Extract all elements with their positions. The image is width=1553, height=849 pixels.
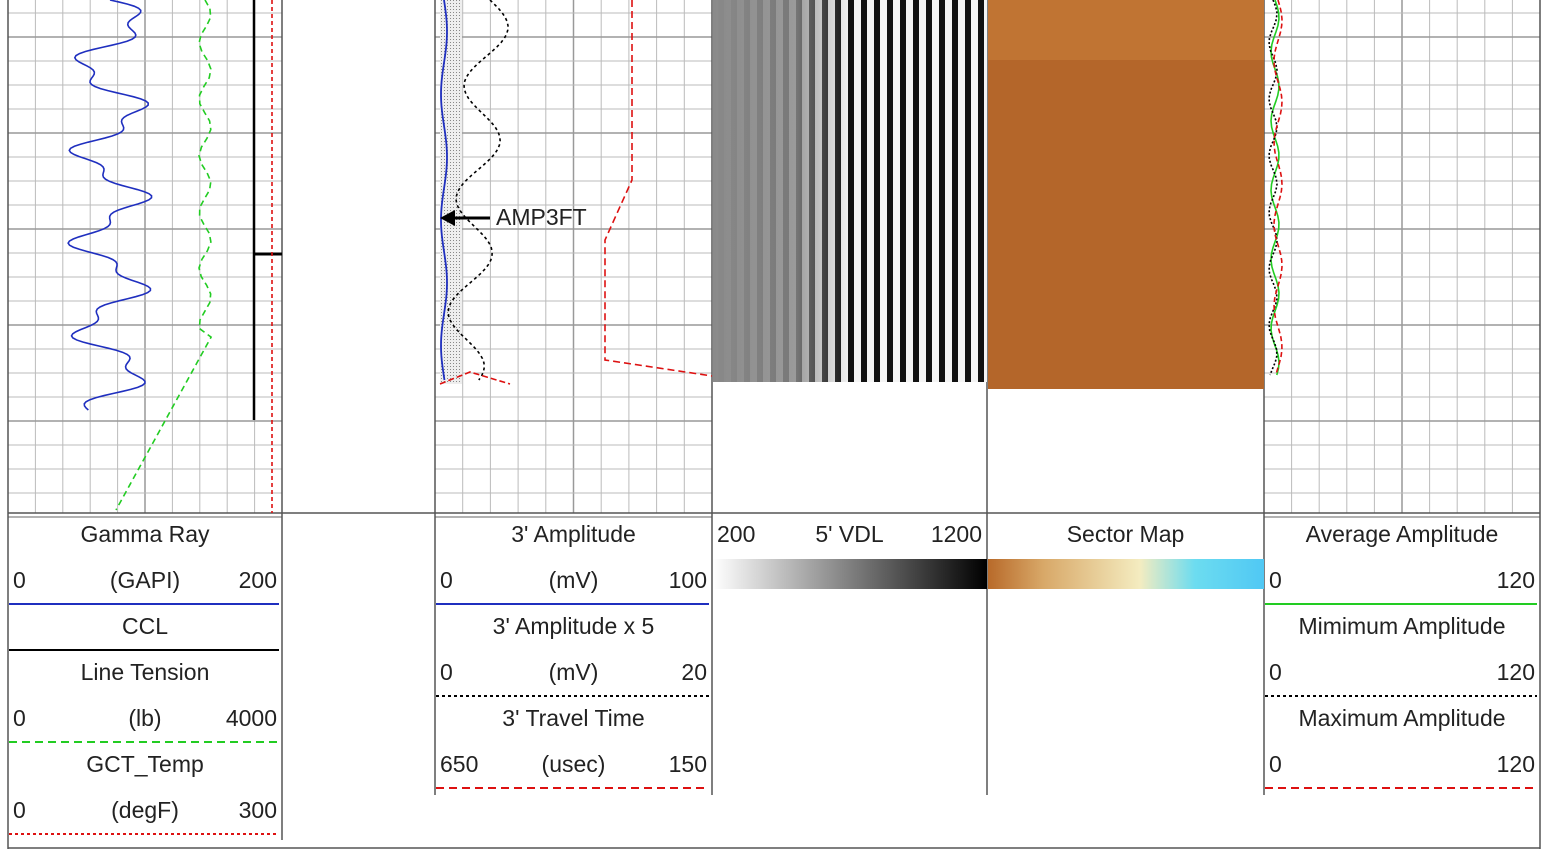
scale-left: 650 xyxy=(440,751,478,777)
scale-unit: (degF) xyxy=(111,797,179,823)
curve-name: GCT_Temp xyxy=(86,751,204,777)
curve xyxy=(1268,0,1278,376)
scale-right: 150 xyxy=(669,751,707,777)
scale-left: 0 xyxy=(13,705,26,731)
scale-right: 1200 xyxy=(931,521,982,547)
arrow-head xyxy=(440,210,455,226)
scale-unit: (mV) xyxy=(549,567,599,593)
annotation-text: AMP3FT xyxy=(496,204,587,230)
scale-left: 0 xyxy=(1269,659,1282,685)
scale-left: 0 xyxy=(13,797,26,823)
curve-name: Average Amplitude xyxy=(1306,521,1499,547)
curve xyxy=(439,371,511,385)
scale-right: 4000 xyxy=(226,705,277,731)
curve-name: Mimimum Amplitude xyxy=(1298,613,1505,639)
scale-right: 20 xyxy=(681,659,707,685)
scale-unit: (GAPI) xyxy=(110,567,180,593)
scale-right: 300 xyxy=(239,797,277,823)
amp-fill xyxy=(440,0,462,384)
curve-name: Sector Map xyxy=(1067,521,1185,547)
scale-left: 0 xyxy=(13,567,26,593)
color-bar xyxy=(988,559,1264,589)
curves xyxy=(67,0,1283,513)
curve xyxy=(67,0,153,411)
scale-unit: (usec) xyxy=(542,751,606,777)
scale-right: 200 xyxy=(239,567,277,593)
scale-left: 200 xyxy=(717,521,755,547)
scale-left: 0 xyxy=(1269,751,1282,777)
scale-right: 120 xyxy=(1497,659,1535,685)
curve-name: Maximum Amplitude xyxy=(1298,705,1505,731)
scale-right: 120 xyxy=(1497,751,1535,777)
curve-name: 3' Amplitude x 5 xyxy=(493,613,655,639)
scale-left: 0 xyxy=(1269,567,1282,593)
curve-name: Line Tension xyxy=(81,659,210,685)
scale-unit: (lb) xyxy=(128,705,161,731)
sector-map-band xyxy=(988,0,1264,60)
curve xyxy=(1273,0,1283,376)
scale-unit: (mV) xyxy=(549,659,599,685)
sector-map-image xyxy=(988,0,1264,389)
scale-right: 100 xyxy=(669,567,707,593)
scale-left: 0 xyxy=(440,659,453,685)
curve xyxy=(115,0,213,511)
curve-name: 3' Travel Time xyxy=(502,705,644,731)
scale-right: 120 xyxy=(1497,567,1535,593)
curve-name: 5' VDL xyxy=(815,521,884,547)
images xyxy=(713,0,1264,389)
scale-left: 0 xyxy=(440,567,453,593)
color-bar xyxy=(713,559,987,589)
curve xyxy=(440,0,448,381)
vdl-fade xyxy=(713,0,987,382)
annotation: AMP3FT xyxy=(440,204,587,230)
curve-name: 3' Amplitude xyxy=(511,521,636,547)
curve-name: Gamma Ray xyxy=(80,521,210,547)
curve xyxy=(604,0,713,377)
curve xyxy=(1270,0,1280,376)
curve-name: CCL xyxy=(122,613,168,639)
curve xyxy=(447,0,509,381)
